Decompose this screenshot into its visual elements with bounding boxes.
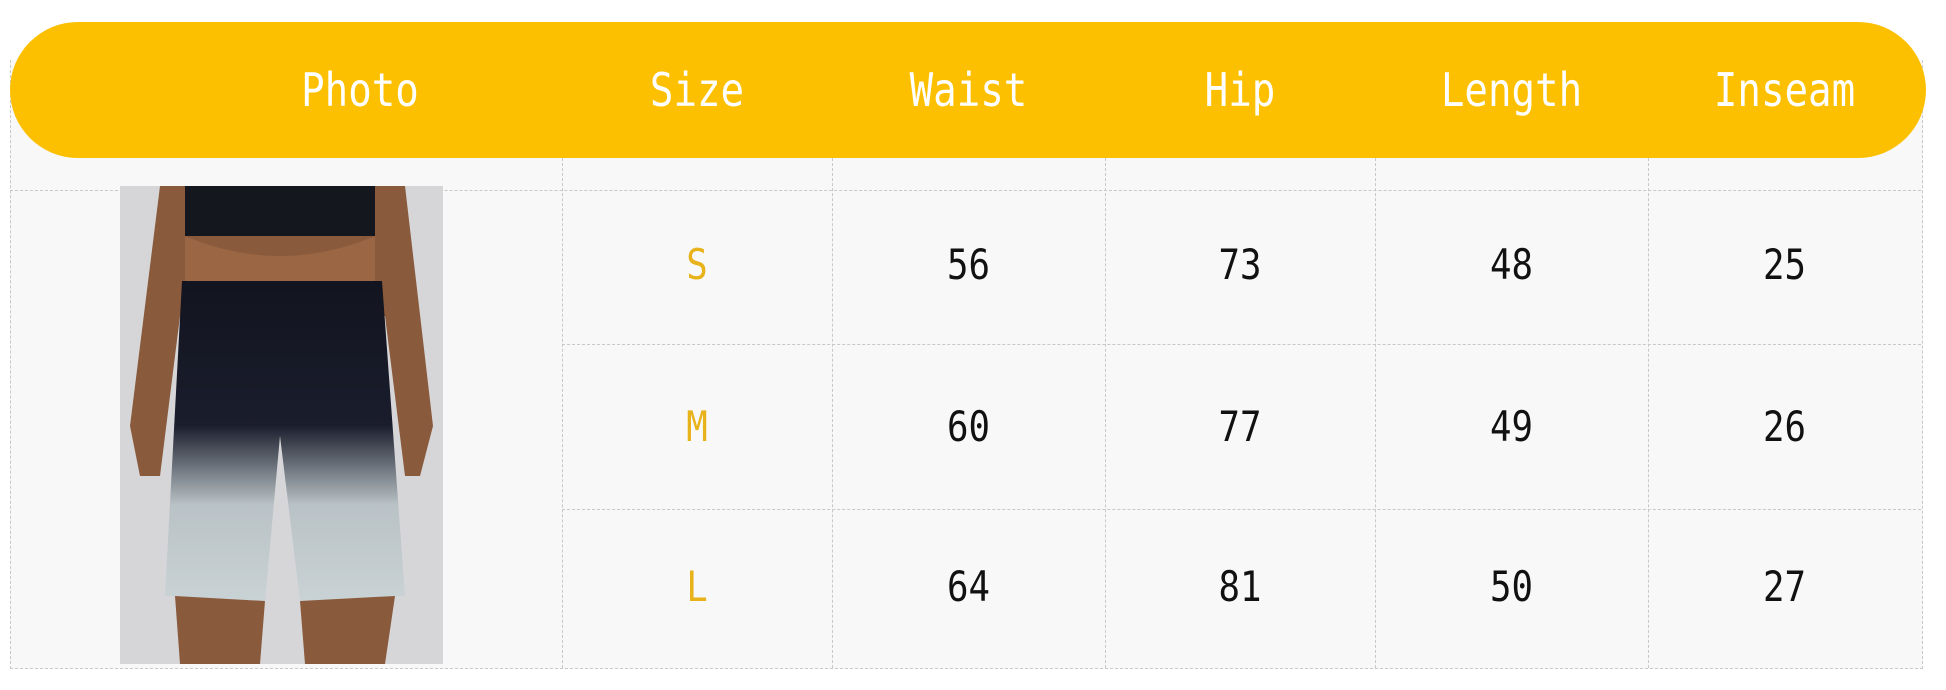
header-length: Length [1440,63,1583,117]
header-size: Size [649,63,745,117]
inseam-cell: 27 [1762,562,1806,611]
grid-line [10,190,1921,191]
waist-cell: 60 [946,402,990,451]
size-cell: M [686,402,708,451]
waist-cell: 64 [946,562,990,611]
grid-line [1105,158,1106,668]
grid-line [1375,158,1376,668]
header-inseam: Inseam [1713,63,1856,117]
size-cell: S [686,240,708,289]
grid-line [562,158,563,668]
product-photo-shorts-icon [130,186,433,664]
grid-line [832,158,833,668]
header-waist: Waist [909,63,1028,117]
header-photo: Photo [301,63,419,117]
product-photo [120,186,443,664]
header-hip: Hip [1204,63,1276,117]
waist-cell: 56 [946,240,990,289]
hip-cell: 81 [1218,562,1262,611]
grid-line [562,344,1921,345]
length-cell: 49 [1489,402,1533,451]
inseam-cell: 25 [1762,240,1806,289]
hip-cell: 77 [1218,402,1262,451]
grid-line [562,509,1921,510]
size-cell: L [686,562,708,611]
grid-line [1648,158,1649,668]
inseam-cell: 26 [1762,402,1806,451]
table-header: Photo Size Waist Hip Length Inseam [10,22,1926,158]
hip-cell: 73 [1218,240,1262,289]
length-cell: 48 [1489,240,1533,289]
length-cell: 50 [1489,562,1533,611]
